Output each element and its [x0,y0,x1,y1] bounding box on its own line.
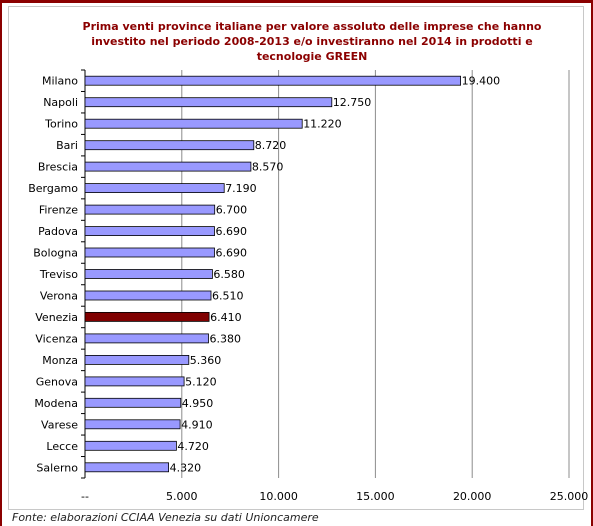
bar-verona [84,290,212,301]
bar-lecce [84,440,177,451]
category-label-modena: Modena [34,397,78,410]
chart-title: Prima venti province italiane per valore… [82,20,542,63]
category-label-napoli: Napoli [43,96,78,109]
category-label-firenze: Firenze [39,204,78,217]
value-label-modena: 4.950 [182,397,214,410]
category-label-treviso: Treviso [39,268,78,281]
value-label-varese: 4.910 [181,418,213,431]
bar-salerno [84,462,169,473]
bar-monza [84,354,190,365]
bar-torino [84,118,303,129]
category-label-vicenza: Vicenza [35,332,78,345]
category-label-monza: Monza [42,354,78,367]
bar-vicenza [84,333,209,344]
category-label-genova: Genova [36,375,78,388]
right-frame-border [591,0,593,526]
value-label-genova: 5.120 [185,375,217,388]
value-label-bari: 8.720 [255,139,286,152]
x-tick-label: -- [81,490,89,503]
value-label-milano: 19.400 [462,75,501,88]
value-label-monza: 5.360 [190,354,222,367]
bar-genova [84,376,185,387]
category-label-salerno: Salerno [36,461,78,474]
bar-treviso [84,269,213,279]
category-label-venezia: Venezia [35,311,78,324]
value-label-salerno: 4.320 [170,461,202,474]
bar-varese [84,419,181,430]
source-note: Fonte: elaborazioni CCIAA Venezia su dat… [12,511,319,524]
value-label-vicenza: 6.380 [210,332,242,345]
category-label-padova: Padova [38,225,78,238]
x-tick-label: 10.000 [259,490,298,503]
category-label-brescia: Brescia [38,161,78,174]
value-label-treviso: 6.580 [213,268,245,281]
category-label-torino: Torino [44,118,78,131]
category-label-varese: Varese [41,418,78,431]
top-frame-border [0,0,593,3]
category-label-bologna: Bologna [33,247,78,260]
category-label-milano: Milano [42,75,78,88]
x-tick-label: 5.000 [166,490,198,503]
value-label-verona: 6.510 [212,290,244,303]
category-label-bari: Bari [56,139,78,152]
x-tick-label: 25.000 [550,490,589,503]
value-label-lecce: 4.720 [177,440,209,453]
value-label-venezia: 6.410 [210,311,242,324]
value-label-bologna: 6.690 [216,247,248,260]
bar-milano [84,75,462,86]
value-label-bergamo: 7.190 [225,182,257,195]
bar-napoli [84,97,333,108]
bar-bergamo [84,183,225,194]
bar-venezia [84,311,210,322]
value-label-torino: 11.220 [303,118,342,131]
category-label-verona: Verona [40,290,78,303]
bar-bologna [84,247,215,258]
bar-bari [84,140,255,151]
value-label-padova: 6.690 [216,225,248,238]
x-tick-label: 15.000 [356,490,395,503]
category-label-bergamo: Bergamo [28,182,78,195]
bar-modena [84,397,182,408]
value-label-brescia: 8.570 [252,161,284,174]
x-tick-label: 20.000 [453,490,492,503]
bar-firenze [84,204,216,215]
bar-brescia [84,161,252,172]
left-frame-border [0,0,2,526]
value-label-napoli: 12.750 [333,96,372,109]
value-label-firenze: 6.700 [216,204,248,217]
category-label-lecce: Lecce [46,440,78,453]
bar-padova [84,226,215,237]
